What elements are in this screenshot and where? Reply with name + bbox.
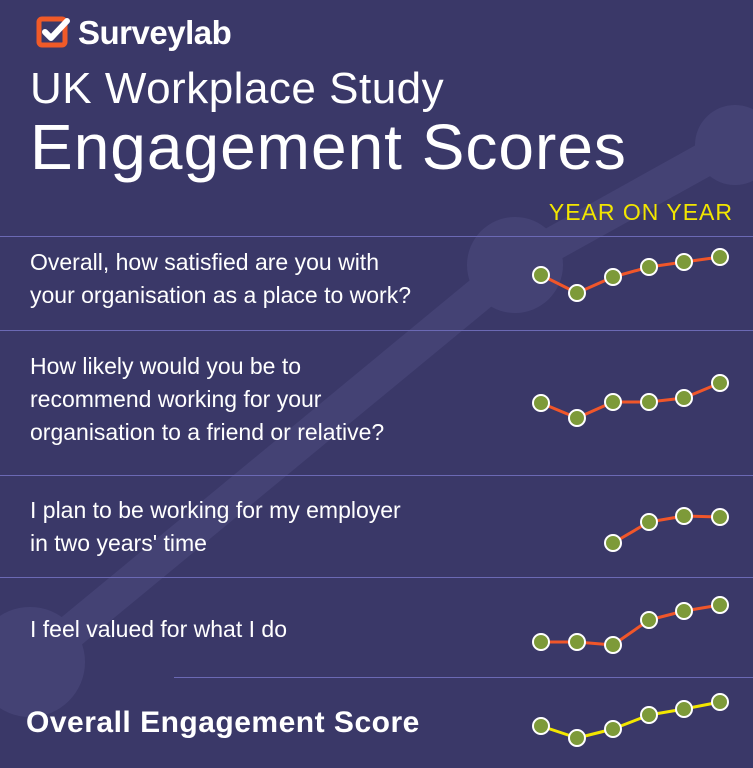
- overall-score-label: Overall Engagement Score: [26, 706, 420, 739]
- question-label: How likely would you be to recommend wor…: [30, 353, 385, 445]
- data-point: [604, 268, 622, 286]
- logo: Surveylab: [36, 14, 232, 52]
- brand-name: Surveylab: [78, 14, 232, 51]
- data-point: [640, 706, 658, 724]
- data-point: [640, 258, 658, 276]
- divider: [0, 330, 753, 331]
- data-point: [604, 636, 622, 654]
- data-point: [675, 389, 693, 407]
- data-point: [711, 248, 729, 266]
- divider: [0, 475, 753, 476]
- data-point: [675, 602, 693, 620]
- sparkline-chart: [532, 248, 729, 302]
- question-label: I plan to be working for my employer in …: [30, 497, 401, 556]
- subtitle-year-on-year: YEAR ON YEAR: [548, 199, 733, 225]
- data-point: [604, 393, 622, 411]
- data-point: [532, 394, 550, 412]
- divider: [0, 236, 753, 237]
- series-line: [612, 514, 721, 545]
- data-point: [640, 611, 658, 629]
- data-point: [675, 700, 693, 718]
- data-point: [640, 513, 658, 531]
- data-point: [675, 253, 693, 271]
- series-line: [540, 700, 721, 740]
- data-point: [568, 729, 586, 747]
- title-line1: UK Workplace Study: [30, 64, 445, 113]
- title-line2: Engagement Scores: [30, 111, 627, 183]
- data-point: [604, 534, 622, 552]
- data-point: [711, 596, 729, 614]
- data-point: [568, 284, 586, 302]
- data-point: [675, 507, 693, 525]
- data-point: [640, 393, 658, 411]
- data-point: [532, 266, 550, 284]
- data-point: [532, 717, 550, 735]
- series-line: [540, 255, 721, 295]
- divider: [0, 577, 753, 578]
- series-line: [540, 381, 721, 420]
- data-point: [604, 720, 622, 738]
- sparkline-chart: [532, 374, 729, 427]
- sparkline-chart: [604, 507, 729, 552]
- data-point: [532, 633, 550, 651]
- logo-check-icon: [36, 16, 70, 48]
- question-label: I feel valued for what I do: [30, 616, 287, 642]
- data-point: [711, 374, 729, 392]
- sparkline-chart: [532, 693, 729, 747]
- question-label: Overall, how satisfied are you with your…: [30, 249, 411, 308]
- sparkline-chart: [532, 596, 729, 654]
- data-point: [568, 409, 586, 427]
- series-line: [541, 603, 721, 647]
- divider: [174, 677, 753, 678]
- data-point: [711, 693, 729, 711]
- data-point: [711, 508, 729, 526]
- data-point: [568, 633, 586, 651]
